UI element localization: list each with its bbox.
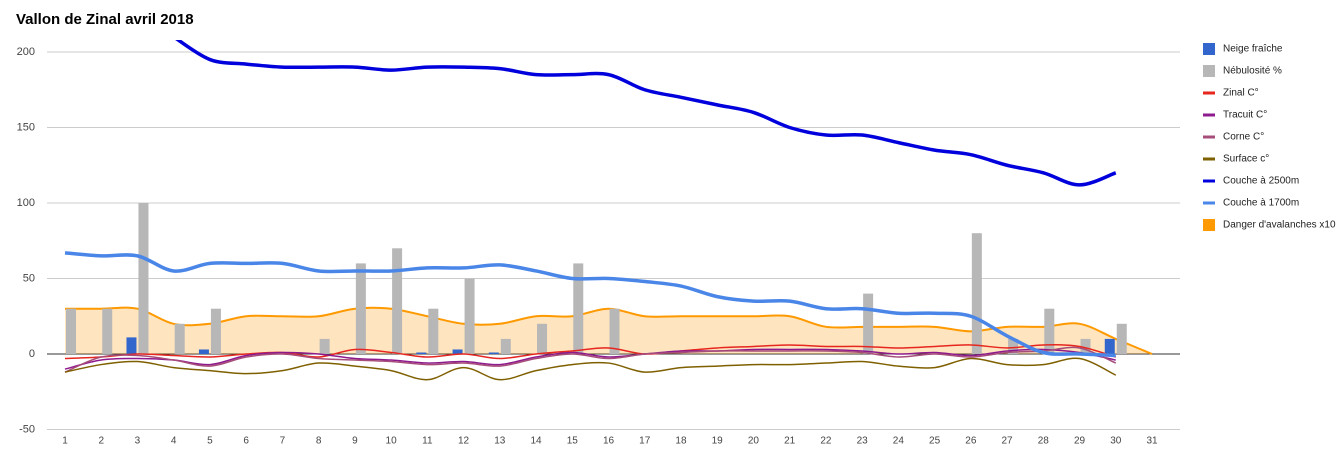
legend-swatch xyxy=(1203,91,1215,95)
line xyxy=(175,40,1117,187)
x-tick-label: 7 xyxy=(280,436,286,447)
plot-area xyxy=(64,40,1153,381)
x-tick-label: 8 xyxy=(316,436,322,447)
chart-title: Vallon de Zinal avril 2018 xyxy=(16,11,194,28)
legend-label: Surface c° xyxy=(1223,154,1269,165)
line xyxy=(64,357,1117,381)
x-tick-label: 11 xyxy=(422,436,433,447)
x-tick-label: 6 xyxy=(243,436,249,447)
line xyxy=(64,346,1117,373)
bar xyxy=(355,263,366,354)
legend-label: Corne C° xyxy=(1223,132,1264,143)
bar xyxy=(198,349,209,354)
legend-label: Zinal C° xyxy=(1223,88,1259,99)
x-tick-label: 31 xyxy=(1146,436,1158,447)
x-tick-label: 30 xyxy=(1110,436,1122,447)
bar xyxy=(392,248,403,354)
y-tick-label: 100 xyxy=(17,197,35,209)
bar xyxy=(1044,308,1055,354)
line xyxy=(64,348,1116,370)
bar xyxy=(174,323,185,354)
x-tick-label: 3 xyxy=(135,436,141,447)
legend-label: Couche à 1700m xyxy=(1223,198,1299,209)
legend-swatch xyxy=(1203,43,1215,55)
bar xyxy=(1116,323,1127,354)
x-tick-label: 28 xyxy=(1038,436,1050,447)
bar xyxy=(210,308,221,354)
bar xyxy=(428,308,439,354)
x-tick-label: 18 xyxy=(675,436,687,447)
legend-swatch xyxy=(1203,219,1215,231)
x-tick-label: 17 xyxy=(639,436,651,447)
y-tick-label: 50 xyxy=(23,272,35,284)
legend-label: Neige fraîche xyxy=(1223,44,1283,55)
x-tick-label: 10 xyxy=(386,436,398,447)
x-tick-label: 12 xyxy=(458,436,470,447)
legend-swatch xyxy=(1203,201,1215,205)
x-tick-label: 9 xyxy=(352,436,358,447)
x-tick-label: 1 xyxy=(62,436,68,447)
x-tick-label: 14 xyxy=(530,436,542,447)
y-tick-label: 0 xyxy=(29,348,35,360)
y-tick-label: 150 xyxy=(17,121,35,133)
line xyxy=(64,251,1116,358)
bar xyxy=(863,293,874,354)
bar xyxy=(488,352,499,354)
x-tick-label: 19 xyxy=(712,436,724,447)
bar xyxy=(537,323,548,354)
x-tick-label: 26 xyxy=(965,436,977,447)
x-tick-label: 4 xyxy=(171,436,177,447)
bar xyxy=(573,263,584,354)
bar xyxy=(452,349,463,354)
bar xyxy=(126,337,137,354)
x-tick-label: 5 xyxy=(207,436,213,447)
line xyxy=(64,344,1116,360)
bar xyxy=(102,308,113,354)
bar xyxy=(609,308,620,354)
bar xyxy=(416,352,427,354)
legend-swatch xyxy=(1203,179,1215,183)
x-tick-label: 23 xyxy=(857,436,869,447)
legend-label: Couche à 2500m xyxy=(1223,176,1299,187)
legend-label: Nébulosité % xyxy=(1223,66,1282,77)
legend-swatch xyxy=(1203,135,1215,139)
x-tick-label: 25 xyxy=(929,436,941,447)
legend-swatch xyxy=(1203,113,1215,117)
x-tick-label: 15 xyxy=(567,436,579,447)
x-tick-label: 24 xyxy=(893,436,905,447)
legend-label: Tracuit C° xyxy=(1223,110,1267,121)
x-tick-label: 20 xyxy=(748,436,760,447)
x-tick-label: 16 xyxy=(603,436,615,447)
legend-swatch xyxy=(1203,65,1215,77)
area-fill xyxy=(65,307,1152,354)
bar xyxy=(971,233,982,354)
bar xyxy=(1104,338,1115,354)
x-tick-label: 13 xyxy=(494,436,506,447)
x-tick-label: 2 xyxy=(98,436,104,447)
area-line xyxy=(65,306,1153,355)
x-tick-label: 21 xyxy=(784,436,796,447)
bar xyxy=(138,203,149,354)
bar xyxy=(1008,338,1019,354)
x-tick-label: 29 xyxy=(1074,436,1086,447)
legend-swatch xyxy=(1203,157,1215,161)
y-tick-label: 200 xyxy=(17,46,35,58)
x-tick-label: 27 xyxy=(1002,436,1014,447)
legend-label: Danger d'avalanches x10 xyxy=(1223,220,1336,231)
bar xyxy=(500,338,511,354)
x-tick-label: 22 xyxy=(820,436,832,447)
bar xyxy=(464,278,475,354)
grid xyxy=(47,51,1180,430)
bar xyxy=(319,338,330,354)
bar xyxy=(1080,338,1091,354)
legend: Neige fraîche Nébulosité % Zinal C° Tracuit… xyxy=(1203,43,1336,231)
bar xyxy=(66,308,76,354)
y-tick-label: -50 xyxy=(19,423,35,435)
